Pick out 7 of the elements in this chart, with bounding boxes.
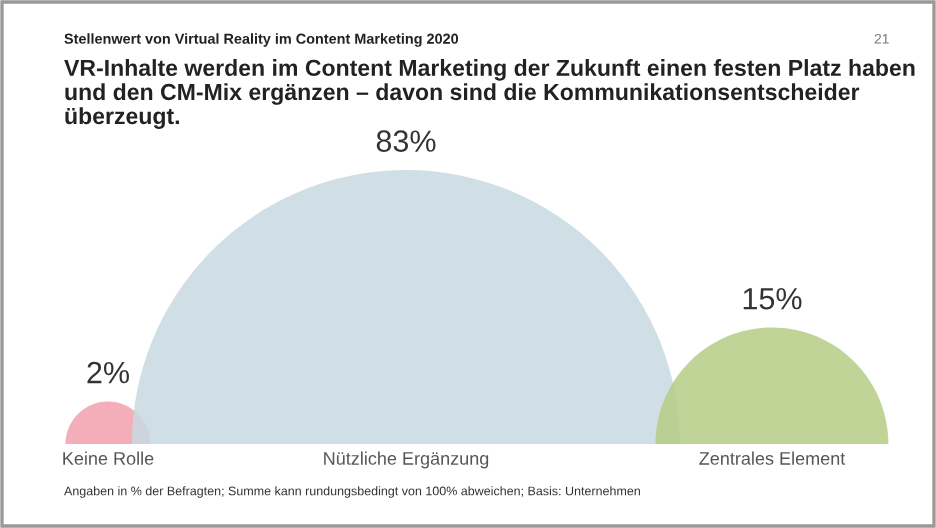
data-label: 2%: [87, 361, 129, 384]
category-label: Nützliche Ergänzung: [324, 451, 489, 469]
category-label: Keine Rolle: [63, 451, 154, 465]
data-label: 83%: [376, 130, 436, 152]
category-label: Zentrales Element: [699, 451, 846, 465]
data-label: 15%: [743, 287, 802, 310]
text: VR-Inhalte werden im Content Marketing der Zukunft einen festen Platz haben und den CM-Mix ergänzen – davon sind die Kommunikationsentscheider überzeugt.: [64, 59, 915, 129]
